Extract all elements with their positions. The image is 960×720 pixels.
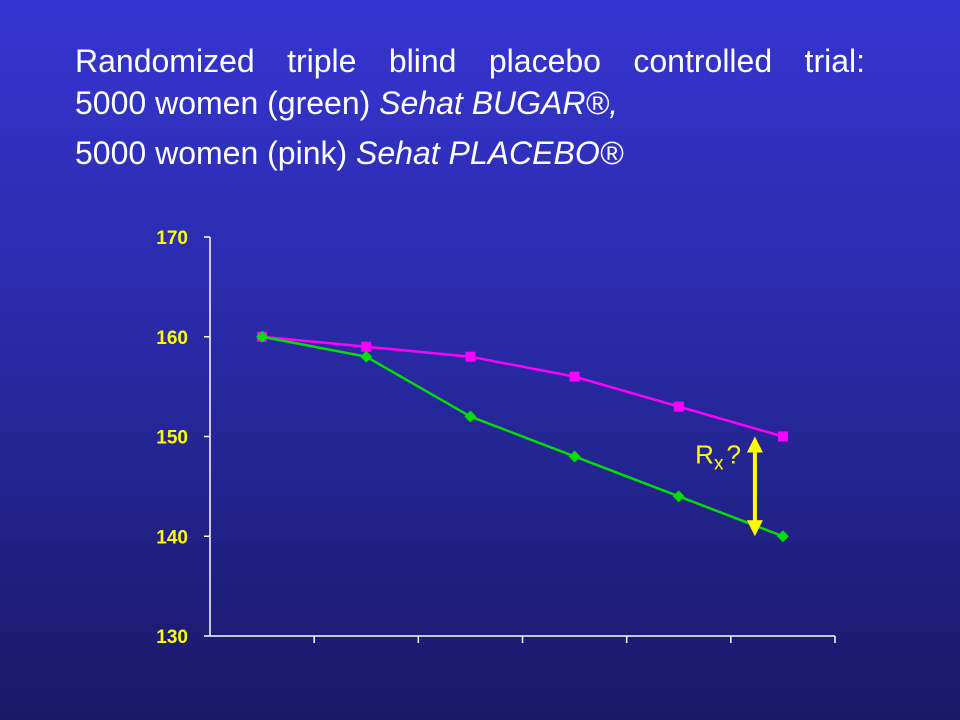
series-1-point: [361, 341, 372, 352]
difference-arrow-head-bottom: [746, 520, 763, 537]
series-1-point: [673, 401, 684, 412]
series-2-point: [256, 330, 269, 343]
series-2-point: [568, 450, 581, 463]
difference-label-subscript: x: [714, 453, 724, 474]
y-tick-label: 170: [156, 228, 188, 249]
title-line-2: 5000 women (green) Sehat BUGAR®,: [75, 82, 865, 124]
difference-label: Rx?: [695, 439, 741, 474]
series-1-point: [465, 351, 476, 362]
y-tick-label: 160: [156, 328, 188, 349]
y-tick-label: 140: [156, 527, 188, 548]
title-line-2-text: 5000 women (green): [75, 85, 380, 121]
series-1-point: [777, 431, 788, 442]
title-line-3-product: Sehat PLACEBO®: [356, 135, 624, 171]
y-tick-label: 150: [156, 428, 188, 449]
slide-title: Randomized triple blind placebo controll…: [75, 40, 865, 174]
difference-label-question: ?: [726, 439, 740, 469]
title-line-3-text: 5000 women (pink): [75, 135, 357, 171]
series-1-line: [261, 335, 784, 438]
series-2-point: [360, 350, 373, 363]
difference-label-main: R: [695, 439, 714, 469]
series-1-point: [569, 371, 580, 382]
series-2-line: [261, 335, 784, 538]
title-line-2-product: Sehat BUGAR®,: [379, 85, 618, 121]
title-line-1: Randomized triple blind placebo controll…: [75, 43, 865, 79]
series-2-point: [672, 490, 685, 503]
series-2-point: [464, 410, 477, 423]
y-tick-label: 130: [156, 627, 188, 648]
difference-arrow-head-top: [746, 436, 763, 453]
title-line-3: 5000 women (pink) Sehat PLACEBO®: [75, 132, 865, 174]
series-2-point: [776, 530, 789, 543]
